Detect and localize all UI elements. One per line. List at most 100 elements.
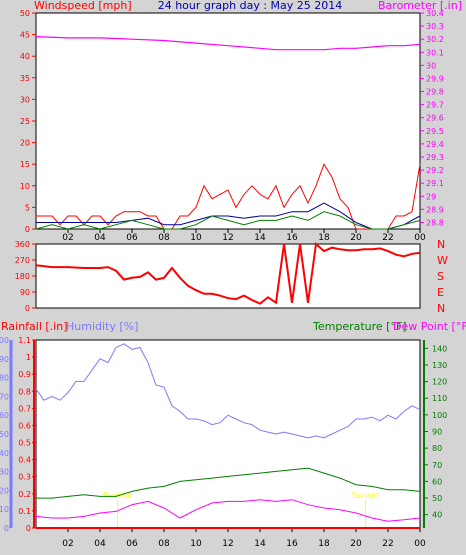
barometer-tick-label: 29.7 — [426, 101, 444, 110]
barometer-tick-label: 29.2 — [426, 166, 444, 175]
rainfall-tick-label: 0 — [26, 524, 31, 533]
barometer-tick-label: 30.2 — [426, 35, 444, 44]
humidity-line — [35, 343, 421, 439]
climate-x-tick-label: 10 — [190, 539, 202, 549]
humidity-tick-label: 30 — [0, 468, 9, 477]
wind-barometer-panel: 0 5 10 15 20 25 30 35 40 45 50 28.8 28.9 29 29.1 29.2 29… — [20, 9, 444, 243]
windspeed-tick-label: 30 — [20, 95, 30, 104]
rainfall-axis-title: Rainfall [.in] — [1, 320, 68, 333]
barometer-tick-label: 30.1 — [426, 48, 444, 57]
compass-label: W — [437, 254, 448, 267]
windspeed-tick-label: 40 — [20, 52, 30, 61]
climate-x-tick-label: 00 — [414, 539, 426, 549]
temperature-tick-label: 120 — [432, 378, 447, 387]
climate-x-tick-label: 18 — [318, 539, 330, 549]
wind-x-tick-label: 22 — [382, 233, 393, 243]
compass-label: N — [437, 302, 445, 315]
barometer-tick-label: 28.9 — [426, 205, 444, 214]
climate-x-tick-label: 02 — [62, 539, 73, 549]
direction-tick-label: 0 — [25, 304, 30, 313]
wind-x-tick-label: 12 — [222, 233, 233, 243]
humidity-tick-label: 60 — [0, 411, 9, 420]
direction-tick-label: 270 — [15, 256, 30, 265]
windspeed-tick-label: 0 — [25, 225, 30, 234]
rainfall-tick-label: 1 — [26, 353, 31, 362]
rain-humidity-temperature-panel: 010203040506070809010000.10.20.30.40.50.… — [0, 336, 447, 549]
humidity-tick-label: 0 — [4, 524, 9, 533]
rainfall-tick-label: 0.5 — [18, 439, 31, 448]
direction-tick-label: 180 — [15, 272, 30, 281]
rainfall-tick-label: 0.3 — [18, 473, 31, 482]
barometer-tick-label: 29.9 — [426, 74, 444, 83]
windspeed-axis-title: Windspeed [mph] — [34, 0, 132, 12]
wind-x-tick-label: 20 — [350, 233, 362, 243]
direction-tick-label: 360 — [15, 240, 30, 249]
humidity-axis-title: Humidity [%] — [66, 320, 138, 333]
chart-title: 24 hour graph day : May 25 2014 — [158, 0, 343, 12]
barometer-tick-label: 29.1 — [426, 179, 444, 188]
windspeed-tick-label: 50 — [20, 9, 30, 18]
climate-x-tick-label: 08 — [158, 539, 170, 549]
wind-x-tick-label: 06 — [126, 233, 138, 243]
rainfall-tick-label: 0.9 — [18, 370, 31, 379]
humidity-tick-label: 20 — [0, 486, 9, 495]
humidity-tick-label: 50 — [0, 430, 9, 439]
compass-label: E — [437, 286, 444, 299]
climate-x-tick-label: 14 — [254, 539, 266, 549]
sunset-label: Sunset — [352, 491, 379, 500]
windspeed-tick-label: 25 — [20, 117, 30, 126]
rainfall-tick-label: 0.6 — [18, 421, 31, 430]
compass-label: N — [437, 238, 445, 251]
temperature-tick-label: 60 — [432, 477, 442, 486]
climate-x-tick-label: 06 — [126, 539, 138, 549]
dewpoint-line — [35, 499, 421, 522]
direction-tick-label: 90 — [20, 288, 30, 297]
temperature-tick-label: 80 — [432, 444, 442, 453]
barometer-axis-title: Barometer [.in] — [378, 0, 462, 12]
temperature-tick-label: 100 — [432, 411, 447, 420]
rainfall-tick-label: 0.4 — [18, 456, 31, 465]
wind-plot-area — [35, 12, 421, 230]
humidity-tick-label: 100 — [0, 336, 9, 345]
wind-gust-line — [36, 163, 421, 230]
windspeed-tick-label: 15 — [20, 160, 30, 169]
climate-x-tick-label: 20 — [350, 539, 362, 549]
dewpoint-axis-title: Dew Point [°F] — [393, 320, 466, 333]
barometer-line — [35, 36, 421, 51]
rainfall-tick-label: 0.8 — [18, 387, 31, 396]
rainfall-tick-label: 0.7 — [18, 404, 31, 413]
climate-x-tick-label: 22 — [382, 539, 393, 549]
windspeed-tick-label: 45 — [20, 31, 30, 40]
humidity-tick-label: 70 — [0, 392, 9, 401]
wind-x-tick-label: 16 — [286, 233, 298, 243]
temperature-tick-label: 70 — [432, 461, 442, 470]
humidity-tick-label: 10 — [0, 505, 9, 514]
barometer-tick-label: 28.8 — [426, 218, 444, 227]
windspeed-tick-label: 10 — [20, 182, 30, 191]
barometer-tick-label: 30.4 — [426, 9, 444, 18]
temperature-axis-title: Temperature [°F] — [312, 320, 407, 333]
climate-x-tick-label: 16 — [286, 539, 298, 549]
humidity-tick-label: 80 — [0, 374, 9, 383]
temperature-tick-label: 140 — [432, 344, 447, 353]
temperature-tick-label: 40 — [432, 511, 442, 520]
barometer-tick-label: 29.4 — [426, 140, 444, 149]
windspeed-tick-label: 5 — [25, 203, 30, 212]
temperature-tick-label: 90 — [432, 428, 442, 437]
humidity-tick-label: 40 — [0, 449, 9, 458]
temperature-tick-label: 110 — [432, 394, 447, 403]
barometer-tick-label: 29 — [426, 192, 436, 201]
barometer-tick-label: 29.6 — [426, 114, 444, 123]
climate-x-tick-label: 12 — [222, 539, 233, 549]
barometer-tick-label: 30.3 — [426, 22, 444, 31]
barometer-tick-label: 29.8 — [426, 88, 444, 97]
wind-x-tick-label: 08 — [158, 233, 170, 243]
wind-direction-line — [35, 242, 421, 305]
windspeed-tick-label: 20 — [20, 139, 30, 148]
compass-label: S — [437, 270, 444, 283]
wind-x-tick-label: 14 — [254, 233, 266, 243]
rainfall-tick-label: 0.1 — [18, 507, 31, 516]
